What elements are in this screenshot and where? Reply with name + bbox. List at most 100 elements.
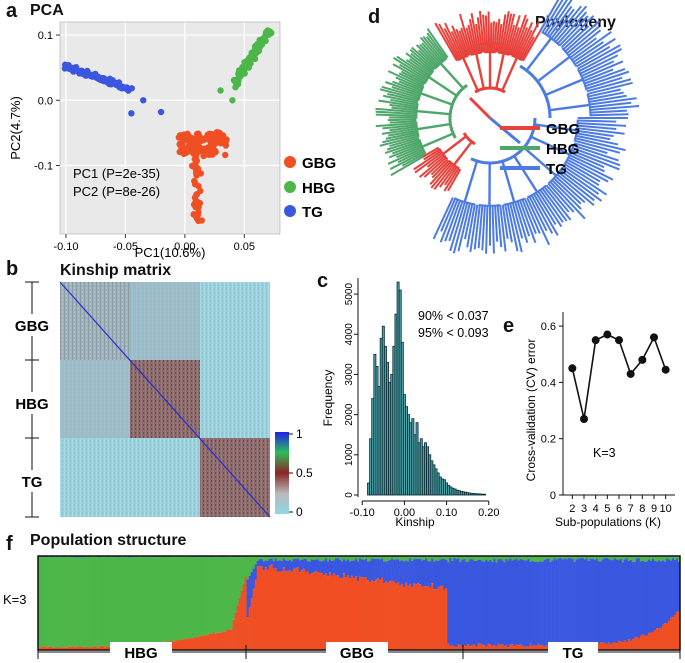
structure-bar-segment xyxy=(663,556,667,562)
tree-leaf xyxy=(565,161,601,183)
structure-bar-segment xyxy=(56,557,59,648)
structure-bar-segment xyxy=(334,575,338,650)
structure-bar-segment xyxy=(383,561,386,584)
structure-bar-segment xyxy=(316,556,320,560)
tree-leaf xyxy=(514,27,529,58)
structure-bar-segment xyxy=(238,557,241,599)
structure-bar-segment xyxy=(427,556,430,562)
tree-leaf xyxy=(571,149,620,171)
structure-bar-segment xyxy=(651,559,655,633)
pca-xtick: 0.00 xyxy=(174,241,195,253)
structure-bar-segment xyxy=(206,557,209,636)
structure-bar-segment xyxy=(332,556,336,561)
structure-bar-segment xyxy=(340,561,344,579)
structure-bar-segment xyxy=(627,556,631,561)
structure-bar-segment xyxy=(391,580,394,650)
structure-bar-segment xyxy=(625,642,629,650)
structure-bar-segment xyxy=(579,556,582,559)
tree-leaf xyxy=(444,200,461,242)
structure-bar-segment xyxy=(661,624,665,650)
structure-bar-segment xyxy=(84,646,87,650)
structure-bar-segment xyxy=(332,560,336,574)
structure-bar-segment xyxy=(322,556,326,561)
cv-annotation: K=3 xyxy=(593,446,616,460)
tree-branch xyxy=(453,197,476,206)
structure-bar-segment xyxy=(302,568,306,650)
cv-point xyxy=(650,333,658,342)
structure-bar-segment xyxy=(443,589,446,650)
structure-bar-segment xyxy=(519,556,522,559)
tree-leaf xyxy=(576,132,611,141)
tree-leaf xyxy=(476,17,484,53)
pca-point-tg xyxy=(85,71,92,78)
structure-bar-segment xyxy=(415,556,418,559)
tree-leaf xyxy=(397,149,424,164)
tree-leaf xyxy=(506,203,519,252)
structure-bar-segment xyxy=(108,646,111,650)
structure-bar-segment xyxy=(523,560,526,647)
tree-leaf xyxy=(447,168,462,192)
tree-leaf xyxy=(573,142,608,155)
panel-letter-a: a xyxy=(6,0,18,22)
structure-bar-segment xyxy=(174,641,177,650)
tree-leaf xyxy=(575,137,626,152)
tree-leaf xyxy=(387,147,424,165)
tree-branch xyxy=(428,76,458,97)
structure-bar-segment xyxy=(298,560,302,573)
structure-bar-segment xyxy=(242,583,245,650)
structure-bar-segment xyxy=(94,556,97,647)
structure-bar-segment xyxy=(441,558,444,586)
pca-point-tg xyxy=(78,69,86,76)
tree-leaf xyxy=(507,15,521,55)
structure-bar-segment xyxy=(467,644,470,650)
structure-bar-segment xyxy=(250,556,253,572)
structure-bar-segment xyxy=(290,571,294,650)
structure-bar-segment xyxy=(571,558,574,645)
structure-bar-segment xyxy=(583,556,587,560)
structure-bar-segment xyxy=(625,558,629,643)
tree-leaf xyxy=(588,91,624,101)
tree-leaf xyxy=(498,14,507,53)
tree-leaf xyxy=(460,27,471,56)
structure-bar-segment xyxy=(637,558,641,639)
cv-error-chart: 0 0.2 0.4 0.6 2 3 4 5 6 7 8 9 10 K=3 Sub-populations… xyxy=(524,312,675,529)
structure-bar-segment xyxy=(377,559,380,579)
tree-leaf xyxy=(389,136,420,148)
hist-annotation-1: 90% < 0.037 xyxy=(418,309,489,323)
structure-bar-segment xyxy=(483,556,486,562)
tree-leaf xyxy=(482,14,487,53)
cv-point xyxy=(661,365,670,374)
kinship-heatmap: GBG HBG TG 1 0.5 0 xyxy=(12,281,313,519)
tree-leaf xyxy=(576,129,614,138)
pca-point-gbg xyxy=(217,140,224,147)
structure-bar-segment xyxy=(603,556,607,559)
structure-bar-segment xyxy=(102,645,105,650)
tree-leaf xyxy=(589,97,637,106)
structure-bar-segment xyxy=(252,588,255,650)
tree-branch xyxy=(503,197,526,206)
structure-bar-segment xyxy=(286,560,290,571)
structure-bar-segment xyxy=(338,577,342,650)
structure-bar-segment xyxy=(258,559,261,566)
structure-bar-segment xyxy=(403,561,406,587)
structure-bar-segment xyxy=(655,561,659,629)
structure-bar-segment xyxy=(254,564,257,580)
structure-bar-segment xyxy=(485,559,488,647)
cv-point xyxy=(591,336,600,345)
structure-bar-segment xyxy=(248,556,251,576)
tree-leaf xyxy=(586,78,632,93)
structure-bar-segment xyxy=(54,647,57,650)
hist-ylabel: Frequency xyxy=(321,370,335,427)
structure-bar-segment xyxy=(429,587,432,650)
structure-bar-segment xyxy=(354,576,358,650)
structure-bar-segment xyxy=(423,586,426,650)
tree-leaf xyxy=(464,203,474,240)
structure-bar-segment xyxy=(274,556,278,559)
structure-bar-segment xyxy=(324,556,328,559)
structure-bar-segment xyxy=(373,581,376,650)
structure-bar-segment xyxy=(475,561,478,647)
structure-bar-segment xyxy=(348,556,352,562)
tree-leaf xyxy=(554,5,588,43)
structure-bar-segment xyxy=(377,556,380,560)
structure-bar-segment xyxy=(643,561,647,636)
